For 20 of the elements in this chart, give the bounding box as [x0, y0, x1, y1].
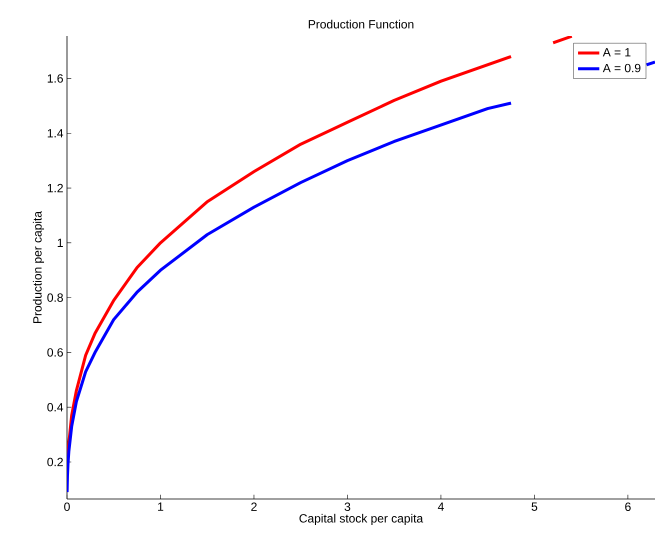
y-tick-label: 1.4	[48, 129, 64, 138]
chart-title: Production Function	[308, 20, 414, 28]
y-tick-label: 1	[58, 238, 63, 247]
y-tick-label: 0.8	[47, 293, 63, 302]
y-tick-label: 0.4	[47, 402, 64, 412]
x-tick-label: 4	[438, 502, 444, 511]
x-tick-label: 0	[64, 502, 70, 511]
x-tick-label: 5	[532, 502, 538, 511]
y-tick-label: 0.2	[47, 458, 63, 466]
y-axis-title: Production per capita	[32, 211, 44, 324]
y-tick-label: 1.2	[48, 184, 63, 192]
x-tick-label: 1	[158, 502, 164, 511]
x-axis-title: Capital stock per capita	[299, 514, 424, 525]
x-tick-label: 3	[344, 502, 350, 511]
x-tick-label: 6	[625, 502, 631, 511]
x-tick-label: 2	[251, 502, 257, 511]
y-tick-label: 0.6	[47, 348, 63, 357]
legend-label: A = 1	[602, 48, 630, 56]
legend-label: A = 0.9	[602, 64, 640, 72]
y-tick-label: 1.6	[48, 74, 63, 83]
